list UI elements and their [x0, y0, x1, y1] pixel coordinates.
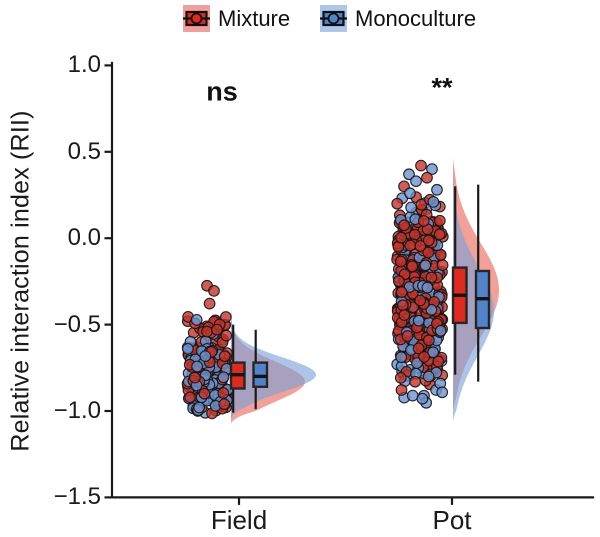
ytick-label-0.5: 0.5: [67, 138, 101, 165]
legend-label-monoculture: Monoculture: [355, 5, 477, 31]
xtick-label-field: Field: [210, 505, 268, 535]
ytick-label-1.0: 1.0: [67, 51, 101, 78]
legend-label-mixture: Mixture: [218, 5, 291, 31]
ytick-label-0.0: 0.0: [67, 224, 101, 251]
ytick-label--1.5: −1.5: [53, 483, 101, 510]
legend-item-monoculture: Monoculture: [320, 5, 476, 32]
xtick-label-pot: Pot: [432, 505, 472, 535]
significance-field: ns: [206, 76, 238, 107]
monoculture-boxplot-key-icon: [320, 5, 347, 32]
mixture-boxplot-key-icon: [183, 5, 210, 32]
legend-item-mixture: Mixture: [183, 5, 290, 32]
ytick-label--0.5: −0.5: [53, 311, 101, 338]
ytick-label--1.0: −1.0: [53, 397, 101, 424]
significance-pot: **: [431, 72, 453, 103]
